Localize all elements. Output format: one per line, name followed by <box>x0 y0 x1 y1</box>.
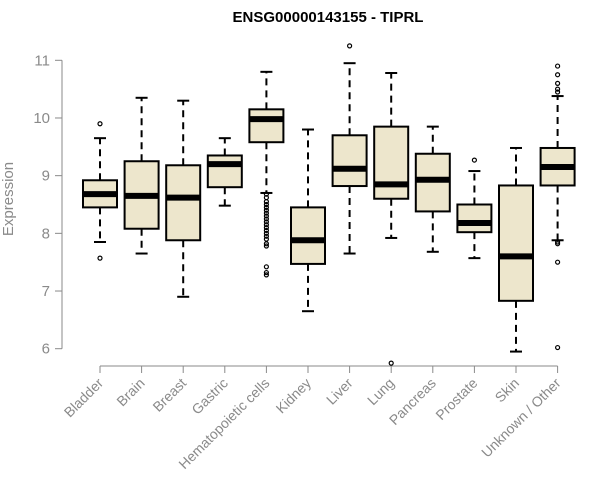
x-tick-label: Lung <box>364 375 397 408</box>
outlier-point <box>263 204 269 210</box>
box-group <box>165 99 202 298</box>
box-group <box>290 128 326 313</box>
outlier-point <box>263 201 269 208</box>
outlier-point <box>554 239 561 245</box>
box-group <box>248 70 285 278</box>
outlier-point <box>554 80 561 86</box>
outlier-point <box>263 241 269 247</box>
x-tick-label: Brain <box>113 375 147 409</box>
box-group <box>206 137 243 207</box>
box-group <box>123 96 160 255</box>
outlier-point <box>554 259 561 265</box>
box-group <box>331 43 368 255</box>
outlier-point <box>263 243 269 249</box>
box-iqr <box>498 184 534 302</box>
box-iqr <box>165 164 202 242</box>
outlier-point <box>263 199 269 205</box>
x-tick-label: Breast <box>149 375 189 415</box>
box-iqr <box>290 206 326 265</box>
outlier-point <box>554 344 561 351</box>
box-group <box>539 63 576 351</box>
box-group <box>373 71 410 366</box>
outlier-point <box>263 269 269 276</box>
box-iqr <box>456 203 493 234</box>
outlier-point <box>263 213 269 219</box>
box-group <box>414 125 451 253</box>
outlier-point <box>263 224 269 231</box>
outlier-point <box>97 255 103 261</box>
x-tick-label: Prostate <box>432 375 480 423</box>
y-tick-label: 9 <box>42 168 50 185</box>
y-tick-label: 8 <box>42 225 50 242</box>
box-group <box>498 146 534 353</box>
x-tick-label: Kidney <box>273 375 315 417</box>
x-tick-label: Unknown / Other <box>478 375 564 461</box>
outlier-point <box>263 264 269 270</box>
x-tick-label: Bladder <box>61 375 107 421</box>
outlier-point <box>471 157 477 163</box>
y-tick-label: 10 <box>33 110 50 127</box>
outlier-point <box>554 89 561 95</box>
box-iqr <box>248 108 285 144</box>
y-axis: 6 7 8 9 10 11 <box>33 52 63 358</box>
x-tick-label: Skin <box>492 375 523 406</box>
outlier-point <box>263 233 269 239</box>
outlier-point <box>263 236 269 242</box>
outlier-point <box>263 210 269 216</box>
x-tick-label: Liver <box>323 375 356 408</box>
boxes-layer <box>82 43 576 366</box>
outlier-point <box>263 230 269 236</box>
outlier-point <box>263 219 269 225</box>
y-tick-label: 11 <box>34 52 50 69</box>
outlier-point <box>263 272 269 278</box>
outlier-point <box>263 207 269 213</box>
outlier-point <box>554 72 561 78</box>
chart-title: ENSG00000143155 - TIPRL <box>233 9 424 26</box>
outlier-point <box>97 121 103 127</box>
outlier-point <box>263 216 269 222</box>
outlier-point <box>347 43 353 49</box>
y-tick-label: 6 <box>42 341 50 358</box>
y-axis-label: Expression <box>0 162 17 236</box>
outlier-point <box>263 227 269 234</box>
box-group <box>456 157 493 260</box>
outlier-point <box>388 360 394 366</box>
outlier-point <box>554 86 561 92</box>
box-group <box>82 121 118 261</box>
outlier-point <box>554 63 561 69</box>
y-tick-label: 7 <box>42 283 50 300</box>
outlier-point <box>554 241 561 247</box>
outlier-point <box>263 222 269 228</box>
box-iqr <box>206 154 243 189</box>
box-iqr <box>373 125 410 200</box>
box-iqr <box>331 134 368 188</box>
